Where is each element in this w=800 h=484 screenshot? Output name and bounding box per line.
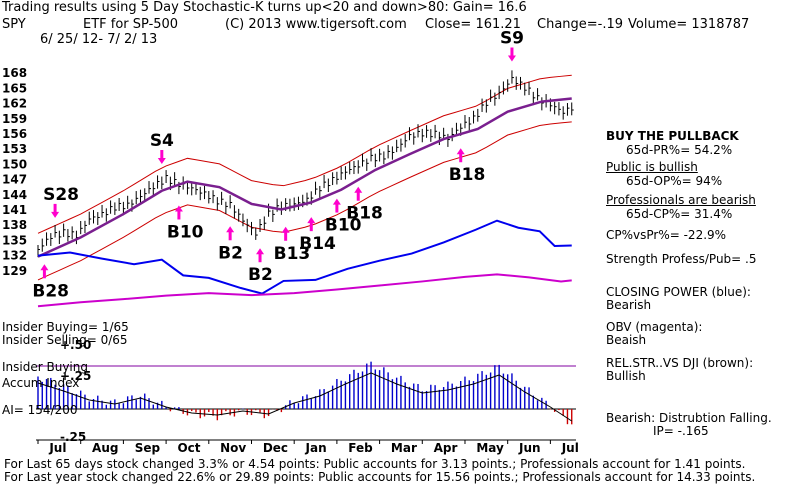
accum-index-label: Accum Index — [2, 376, 80, 390]
cp-vs-pr: CP%vsPr%= -22.9% — [606, 228, 727, 242]
ticker-symbol: SPY — [2, 17, 26, 32]
series-line-closing-power — [37, 219, 572, 295]
buy-arrow-head — [226, 226, 235, 233]
buy-arrow-head — [281, 226, 290, 233]
series-line-obv — [37, 273, 572, 308]
y-tick-label: 132 — [2, 249, 27, 263]
closing-power-value: Bearish — [606, 298, 652, 312]
signal-label: B10 — [167, 222, 204, 242]
x-month-label: Jun — [518, 441, 541, 455]
x-month-label: Feb — [348, 441, 373, 455]
obv-value: Beaish — [606, 333, 647, 347]
buy-arrow-head — [40, 264, 49, 271]
close-price: Close= 161.21 — [425, 17, 521, 32]
y-tick-label: 138 — [2, 218, 27, 232]
x-month-label: Jul — [48, 441, 66, 455]
obv-label: OBV (magenta): — [606, 320, 703, 334]
x-month-label: Nov — [220, 441, 246, 455]
insider-buying-heading: Insider Buying — [2, 360, 88, 374]
price-change: Change=-.19 — [537, 17, 624, 32]
signal-label: B10 — [325, 216, 362, 236]
pro-heading: Professionals are bearish — [606, 193, 756, 207]
ticker-description: ETF for SP-500 — [83, 17, 179, 32]
buy-arrow-head — [307, 217, 316, 224]
date-range: 6/ 25/ 12- 7/ 2/ 13 — [40, 32, 158, 47]
ai-average-line — [37, 372, 573, 422]
sell-arrow-head — [507, 55, 516, 62]
x-month-label: Jul — [561, 441, 579, 455]
y-tick-label: 168 — [2, 66, 27, 80]
signal-label: B28 — [32, 281, 69, 301]
cp-value: 65d-CP%= 31.4% — [626, 207, 733, 221]
footer-year: For Last year stock changed 22.6% or 29.… — [4, 470, 756, 484]
ip-value: IP= -.165 — [653, 424, 709, 438]
y-tick-label: 159 — [2, 112, 27, 126]
y-tick-label: 153 — [2, 142, 27, 156]
ai-tick-label: +.25 — [60, 369, 91, 383]
x-month-label: May — [476, 441, 504, 455]
x-month-label: Aug — [92, 441, 118, 455]
closing-power-label: CLOSING POWER (blue): — [606, 285, 751, 299]
y-tick-label: 147 — [2, 173, 27, 187]
signal-label: B2 — [248, 265, 273, 285]
public-heading: Public is bullish — [606, 160, 698, 174]
relstr-label: REL.STR..VS DJI (brown): — [606, 356, 754, 370]
signal-label: S9 — [500, 28, 524, 48]
ai-value: AI= 154/200 — [2, 403, 78, 417]
x-month-label: Dec — [263, 441, 288, 455]
buy-arrow-head — [332, 198, 341, 205]
x-month-label: Jan — [305, 441, 327, 455]
volume-text: Volume= 1318787 — [628, 17, 750, 32]
sell-arrow-head — [51, 211, 60, 218]
y-tick-label: 129 — [2, 264, 27, 278]
signal-label: B18 — [346, 204, 383, 224]
insider-selling: Insider Selling= 0/65 — [2, 333, 128, 347]
signal-label: S4 — [150, 131, 174, 151]
y-tick-label: 135 — [2, 233, 27, 247]
pr-value: 65d-PR%= 54.2% — [626, 143, 733, 157]
buy-arrow-head — [354, 186, 363, 193]
x-month-label: Apr — [434, 441, 458, 455]
signal-advice: BUY THE PULLBACK — [606, 129, 739, 143]
footer-65day: For Last 65 days stock changed 3.3% or 4… — [4, 457, 746, 471]
y-tick-label: 150 — [2, 157, 27, 171]
signal-label: B14 — [299, 234, 336, 254]
x-month-label: Mar — [391, 441, 417, 455]
y-tick-label: 156 — [2, 127, 27, 141]
distribution-status: Bearish: Distrubtion Falling. — [606, 411, 772, 425]
signal-label: B13 — [274, 244, 311, 264]
signal-label: B2 — [218, 243, 243, 263]
relstr-value: Bullish — [606, 369, 646, 383]
y-tick-label: 141 — [2, 203, 27, 217]
insider-buying: Insider Buying= 1/65 — [2, 320, 129, 334]
x-month-label: Oct — [177, 441, 200, 455]
y-tick-label: 165 — [2, 81, 27, 95]
chart-title: Trading results using 5 Day Stochastic-K… — [2, 0, 527, 15]
buy-arrow-head — [174, 205, 183, 212]
x-month-label: Sep — [135, 441, 161, 455]
buy-arrow-head — [256, 248, 265, 255]
y-tick-label: 162 — [2, 97, 27, 111]
buy-arrow-head — [456, 148, 465, 155]
signal-label: B18 — [449, 165, 486, 185]
lower-band-line — [37, 121, 572, 281]
upper-band-line — [37, 74, 572, 234]
copyright-text: (C) 2013 www.tigersoft.com — [225, 17, 407, 32]
series-line-21-day-moving-average — [37, 97, 572, 258]
ai-tick-label: -.25 — [60, 430, 86, 444]
signal-label: S28 — [43, 185, 79, 205]
y-tick-label: 144 — [2, 188, 27, 202]
ai-tick-label: +.50 — [60, 338, 91, 352]
op-value: 65d-OP%= 94% — [626, 174, 723, 188]
strength-ratio: Strength Profess/Pub= .5 — [606, 252, 757, 266]
sell-arrow-head — [157, 158, 166, 165]
